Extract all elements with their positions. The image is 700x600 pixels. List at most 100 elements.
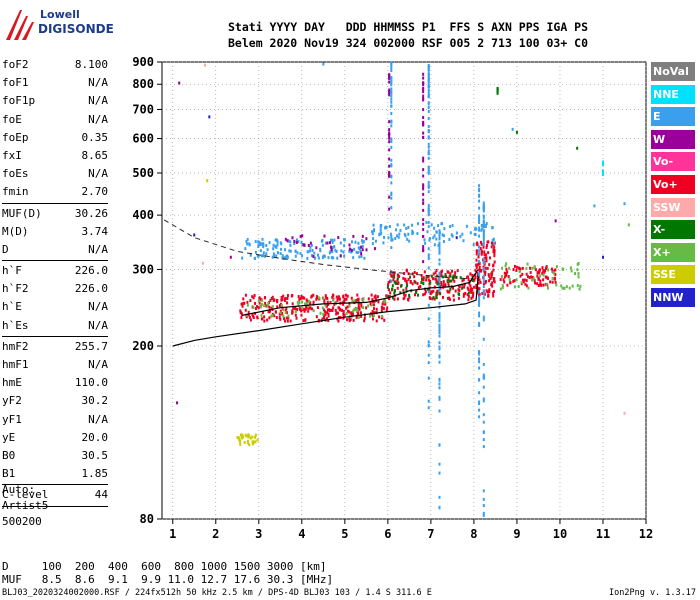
param-name: MUF(D)	[2, 206, 42, 220]
echo-point	[423, 292, 426, 296]
echo-point	[488, 290, 491, 294]
echo-point	[438, 316, 441, 320]
echo-point	[424, 290, 427, 294]
echo-point	[395, 228, 398, 232]
echo-point	[427, 165, 430, 169]
echo-point	[436, 282, 439, 286]
echo-point	[333, 238, 336, 242]
echo-point	[481, 250, 484, 254]
echo-point	[293, 242, 296, 246]
echo-point	[438, 241, 441, 245]
echo-point	[482, 292, 485, 296]
echo-point	[254, 240, 257, 244]
echo-point	[345, 297, 348, 301]
echo-point	[404, 234, 407, 238]
echo-point	[449, 225, 452, 229]
echo-point	[323, 316, 326, 320]
echo-point	[229, 255, 232, 259]
echo-point	[478, 234, 481, 238]
echo-point	[327, 312, 330, 316]
echo-point	[385, 294, 388, 298]
echo-point	[266, 248, 269, 252]
x-tick-label: 2	[212, 527, 219, 541]
param-value: 0.35	[81, 130, 109, 144]
echo-point	[435, 230, 438, 234]
echo-point	[491, 226, 494, 230]
echo-point	[427, 101, 430, 105]
echo-point	[310, 295, 313, 299]
echo-point	[389, 291, 392, 295]
echo-point	[471, 295, 474, 299]
echo-point	[422, 235, 425, 239]
echo-point	[413, 270, 416, 274]
echo-point	[480, 252, 483, 256]
echo-point	[309, 245, 312, 249]
echo-point	[478, 415, 481, 419]
echo-point	[271, 305, 274, 309]
echo-point	[430, 223, 433, 227]
echo-point	[406, 237, 409, 241]
echo-point	[547, 286, 550, 290]
echo-point	[384, 225, 387, 229]
echo-point	[283, 317, 286, 321]
echo-point	[438, 471, 441, 475]
echo-point	[416, 232, 419, 236]
echo-point	[354, 240, 357, 244]
echo-point	[473, 278, 476, 282]
echo-point	[422, 135, 425, 139]
echo-point	[435, 268, 438, 272]
param-value: N/A	[88, 242, 108, 256]
auto-version: 500200	[2, 515, 42, 528]
echo-point	[312, 255, 315, 259]
echo-point	[369, 314, 372, 318]
echo-point	[260, 302, 263, 306]
echo-point	[252, 440, 255, 444]
echo-point	[402, 276, 405, 280]
echo-point	[448, 297, 451, 301]
echo-point	[262, 254, 265, 258]
echo-point	[482, 240, 485, 244]
echo-point	[331, 293, 334, 297]
echo-point	[387, 236, 390, 240]
echo-point	[394, 281, 397, 285]
echo-point	[273, 314, 276, 318]
echo-point	[482, 489, 485, 493]
echo-point	[513, 264, 516, 268]
echo-point	[321, 256, 324, 260]
echo-point	[268, 305, 271, 309]
echo-point	[435, 278, 438, 282]
echo-point	[272, 299, 275, 303]
echo-point	[554, 219, 557, 223]
echo-point	[455, 236, 458, 240]
echo-point	[270, 296, 273, 300]
echo-point	[253, 256, 256, 260]
echo-point	[479, 280, 482, 284]
echo-point	[438, 334, 441, 338]
echo-point	[462, 294, 465, 298]
echo-point	[438, 330, 441, 334]
echo-point	[427, 109, 430, 113]
echo-point	[300, 294, 303, 298]
echo-point	[462, 292, 465, 296]
echo-point	[243, 301, 246, 305]
echo-point	[403, 296, 406, 300]
echo-point	[275, 316, 278, 320]
param-row: yE 20.0	[2, 429, 108, 447]
echo-point	[477, 255, 480, 259]
echo-point	[508, 278, 511, 282]
param-row: foEs N/A	[2, 165, 108, 183]
echo-point	[525, 272, 528, 276]
header-line1: Stati YYYY DAY DDD HHMMSS P1 FFS S AXN P…	[228, 20, 589, 34]
echo-point	[390, 138, 393, 142]
echo-point	[542, 283, 545, 287]
echo-point	[466, 293, 469, 297]
echo-point	[555, 283, 558, 287]
echo-point	[488, 279, 491, 283]
echo-point	[459, 276, 462, 280]
echo-point	[337, 295, 340, 299]
echo-point	[526, 275, 529, 279]
echo-point	[519, 274, 522, 278]
echo-point	[284, 309, 287, 313]
echo-point	[438, 319, 441, 323]
echo-point	[437, 243, 440, 247]
